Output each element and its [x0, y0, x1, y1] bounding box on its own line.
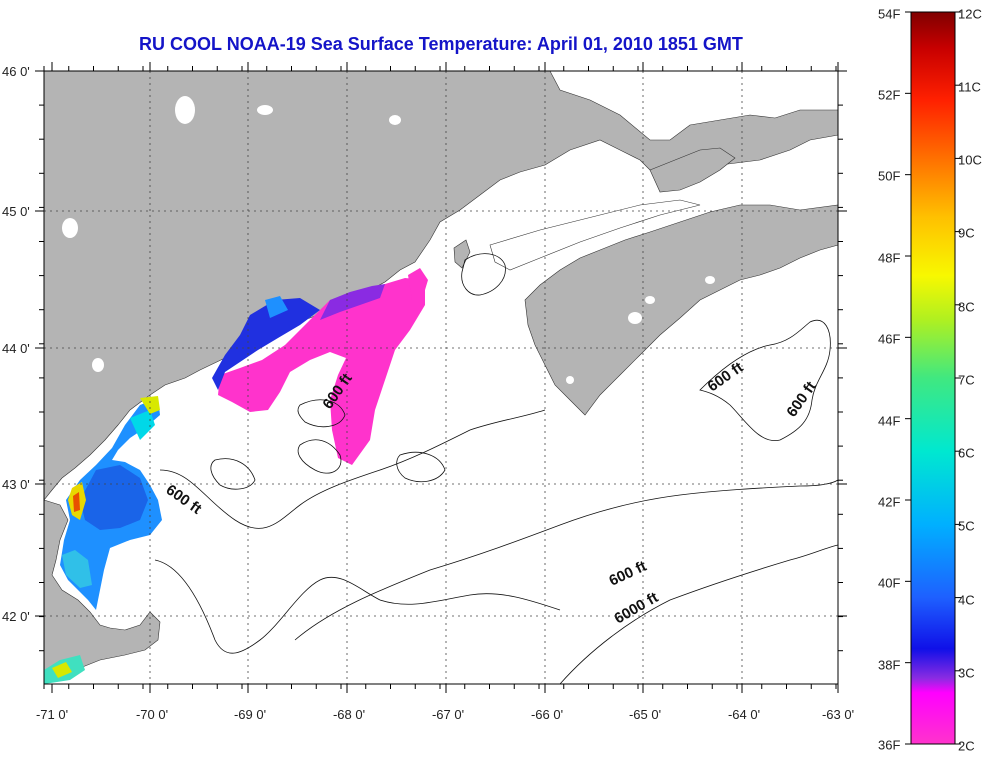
- map-title: RU COOL NOAA-19 Sea Surface Temperature:…: [139, 34, 743, 54]
- colorbar-f-label: 44F: [878, 413, 901, 429]
- colorbar-f-label: 48F: [878, 250, 901, 266]
- graticule: [44, 71, 838, 684]
- lon-label: -66 0': [530, 707, 564, 722]
- lon-label: -69 0': [233, 707, 267, 722]
- lat-label: 45 0': [2, 204, 30, 219]
- lat-label: 46 0': [2, 64, 30, 79]
- colorbar-c-label: 2C: [958, 738, 975, 754]
- lon-label: -65 0': [628, 707, 662, 722]
- lon-label: -70 0': [135, 707, 169, 722]
- colorbar-c-label: 6C: [958, 445, 975, 461]
- colorbar: [910, 11, 956, 745]
- isobaths: [154, 253, 839, 685]
- bay-of-fundy: [489, 199, 701, 271]
- lon-label: -67 0': [431, 707, 465, 722]
- colorbar-c-label: 7C: [958, 372, 975, 388]
- colorbar-f-label: 52F: [878, 87, 901, 103]
- colorbar-c-label: 12C: [958, 6, 982, 22]
- colorbar-f-label: 54F: [878, 6, 901, 22]
- colorbar-c-label: 4C: [958, 592, 975, 608]
- colorbar-f-label: 42F: [878, 494, 901, 510]
- colorbar-f-label: 46F: [878, 331, 901, 347]
- colorbar-c-label: 9C: [958, 225, 975, 241]
- colorbar-c-label: 5C: [958, 518, 975, 534]
- colorbar-c-label: 10C: [958, 152, 982, 168]
- lon-label: -71 0': [35, 707, 69, 722]
- colorbar-f-label: 40F: [878, 575, 901, 591]
- axis-ticks: [35, 62, 847, 693]
- lon-label: -68 0': [332, 707, 366, 722]
- lon-label: -64 0': [727, 707, 761, 722]
- lat-label: 43 0': [2, 477, 30, 492]
- colorbar-f-label: 38F: [878, 657, 901, 673]
- sst-data: [44, 268, 428, 684]
- land: [43, 70, 839, 685]
- lat-label: 42 0': [2, 609, 30, 624]
- colorbar-c-label: 3C: [958, 665, 975, 681]
- lon-label: -63 0': [821, 707, 855, 722]
- colorbar-f-label: 36F: [878, 737, 901, 753]
- colorbar-c-label: 11C: [958, 79, 981, 95]
- colorbar-c-label: 8C: [958, 299, 975, 315]
- lat-label: 44 0': [2, 341, 30, 356]
- lakes: [62, 96, 715, 384]
- colorbar-f-label: 50F: [878, 168, 901, 184]
- colorbar-ticks: [905, 11, 961, 745]
